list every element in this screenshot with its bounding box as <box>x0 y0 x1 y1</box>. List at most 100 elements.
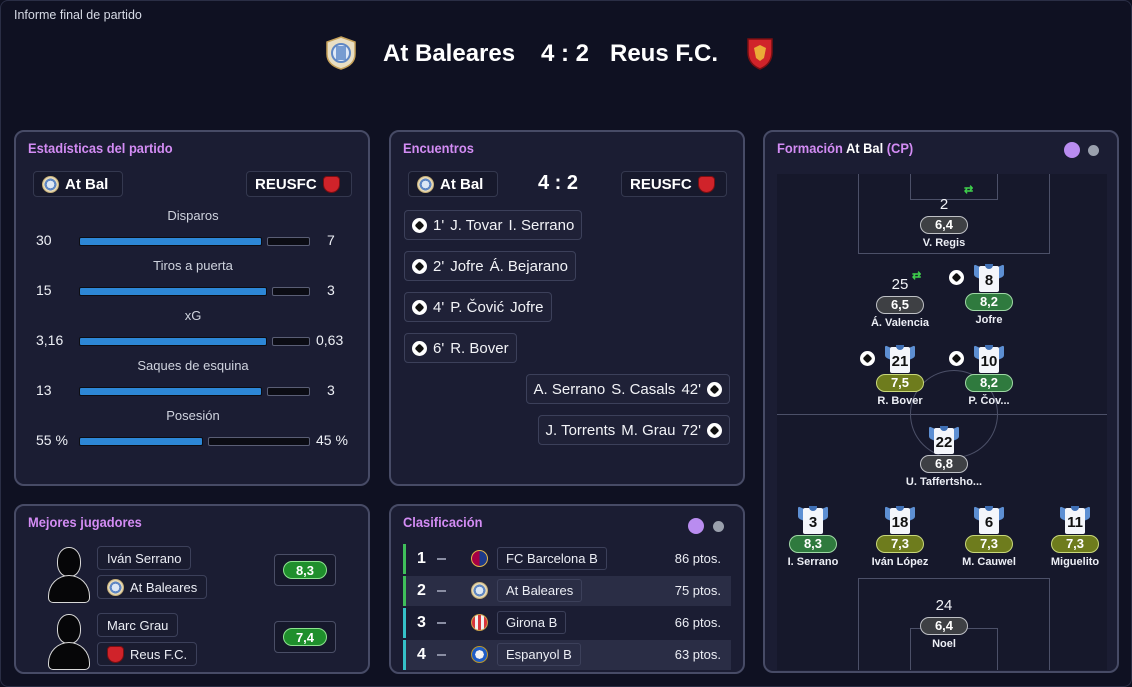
top-goal-box <box>910 174 998 200</box>
goal-event-home: 4' P. Čović Jofre <box>404 292 552 322</box>
best-player-team[interactable]: Reus F.C. <box>97 642 198 666</box>
away-team-name: Reus F.C. <box>610 40 719 67</box>
player-rating: 6,4 <box>920 216 968 234</box>
stat-label: Tiros a puerta <box>153 258 233 273</box>
panel-title: Encuentros <box>403 140 474 156</box>
player-rating: 7,3 <box>876 535 924 553</box>
player-name: P. Čov... <box>968 395 1010 407</box>
bottom-penalty-box <box>858 578 1050 670</box>
formation-player[interactable]: 6 7,3 M. Cauwel <box>941 506 1037 568</box>
player-rating: 8,2 <box>965 293 1013 311</box>
formation-panel: Formación At Bal (CP) 2 6,4 V. Regis ⇄ 25 6,5… <box>763 130 1119 673</box>
player-name: R. Bover <box>877 395 923 407</box>
best-player-name[interactable]: Iván Serrano <box>97 546 192 570</box>
stat-home-bar <box>79 437 203 446</box>
player-number: 18 <box>891 514 909 531</box>
player-rating: 6,8 <box>920 455 968 473</box>
away-team-pill: REUSFC <box>621 171 727 197</box>
formation-player[interactable]: 11 7,3 Miguelito <box>1027 506 1123 568</box>
stat-away-value: 0,63 <box>316 332 344 348</box>
football-icon <box>707 381 722 397</box>
event-scorer: S. Casals <box>611 380 676 398</box>
substitution-icon: ⇄ <box>964 184 974 196</box>
player-number: 25 <box>891 276 909 293</box>
standings-row[interactable]: 2 At Baleares 75 ptos. <box>403 576 731 606</box>
formation-player[interactable]: 2 6,4 V. Regis ⇄ <box>896 184 992 249</box>
stat-label: xG <box>184 308 202 323</box>
player-number: 6 <box>984 514 994 531</box>
player-number: 3 <box>808 514 818 531</box>
standings-team: At Baleares <box>497 579 583 602</box>
player-rating: 8,2 <box>965 374 1013 392</box>
standings-team: Girona B <box>497 611 567 634</box>
view-toggle-inactive[interactable] <box>1088 145 1099 156</box>
stat-away-bar <box>272 337 310 346</box>
standings-row[interactable]: 4 Espanyol B 63 ptos. <box>403 640 731 670</box>
event-assist: Á. Bejarano <box>489 257 568 275</box>
player-name: Á. Valencia <box>870 317 930 329</box>
stat-away-bar <box>272 287 310 296</box>
home-team-pill: At Bal <box>408 171 498 197</box>
team-crest-icon <box>471 550 488 567</box>
pitch <box>777 174 1107 670</box>
stat-home-value: 55 % <box>36 432 68 448</box>
formation-player[interactable]: 21 7,5 R. Bover <box>852 345 948 407</box>
player-name: V. Regis <box>922 237 966 249</box>
stat-away-value: 3 <box>327 282 335 298</box>
standings-row[interactable]: 1 FC Barcelona B 86 ptos. <box>403 544 731 574</box>
formation-player[interactable]: 8 8,2 Jofre <box>941 264 1037 326</box>
best-player-name[interactable]: Marc Grau <box>97 613 179 637</box>
player-number: 10 <box>980 353 998 370</box>
home-short-name: At Bal <box>65 175 109 193</box>
trend-neutral-icon <box>437 622 446 624</box>
event-scorer: P. Čović <box>450 298 505 316</box>
stat-home-value: 13 <box>36 382 52 398</box>
formation-player[interactable]: 3 8,3 I. Serrano <box>765 506 861 568</box>
football-icon <box>860 351 875 366</box>
home-team-pill: At Bal <box>33 171 123 197</box>
formation-player[interactable]: 24 6,4 Noel <box>896 588 992 650</box>
trend-neutral-icon <box>437 558 446 560</box>
standings-position: 1 <box>417 550 426 567</box>
player-silhouette-icon <box>47 613 91 669</box>
view-toggle-inactive[interactable] <box>713 521 724 532</box>
best-player-team[interactable]: At Baleares <box>97 575 208 599</box>
home-team-name: At Baleares <box>383 40 516 67</box>
team-name: At Baleares <box>130 579 198 595</box>
goal-event-away: J. Torrents M. Grau 72' <box>537 415 730 445</box>
panel-title: Formación At Bal (CP) <box>777 140 913 156</box>
formation-player[interactable]: 18 7,3 Iván López <box>852 506 948 568</box>
kit-icon: 18 <box>885 506 915 534</box>
standings-position: 3 <box>417 614 426 631</box>
view-toggle-active[interactable] <box>688 518 704 534</box>
kit-icon: 8 <box>974 264 1004 292</box>
player-rating: 7,3 <box>965 535 1013 553</box>
formation-player[interactable]: 22 6,8 U. Taffertsho... <box>896 426 992 488</box>
qualification-bar <box>403 640 406 670</box>
standings-row[interactable]: 3 Girona B 66 ptos. <box>403 608 731 638</box>
goal-event-away: A. Serrano S. Casals 42' <box>525 374 730 404</box>
stat-home-value: 30 <box>36 232 52 248</box>
kit-icon: 11 <box>1060 506 1090 534</box>
reus-crest-icon <box>747 38 773 70</box>
player-rating: 6,4 <box>920 617 968 635</box>
match-stats-panel: Estadísticas del partido At Bal REUSFC D… <box>14 130 370 486</box>
stat-home-value: 15 <box>36 282 52 298</box>
team-crest-icon <box>471 614 488 631</box>
panel-title: Mejores jugadores <box>28 514 142 530</box>
football-icon <box>707 422 722 438</box>
football-icon <box>412 258 427 274</box>
event-assist: Jofre <box>510 298 544 316</box>
qualification-bar <box>403 576 406 606</box>
view-toggle-active[interactable] <box>1064 142 1080 158</box>
stat-label: Saques de esquina <box>137 358 249 373</box>
player-name: I. Serrano <box>787 556 839 568</box>
kit-icon: 21 <box>885 345 915 373</box>
formation-player[interactable]: 10 8,2 P. Čov... <box>941 345 1037 407</box>
event-minute: 1' <box>433 216 445 234</box>
kit-icon: 10 <box>974 345 1004 373</box>
event-assist: A. Serrano <box>533 380 606 398</box>
player-name: Iván López <box>871 556 929 568</box>
formation-player[interactable]: 25 6,5 Á. Valencia ⇄ <box>852 267 948 329</box>
top-penalty-box <box>858 174 1050 254</box>
